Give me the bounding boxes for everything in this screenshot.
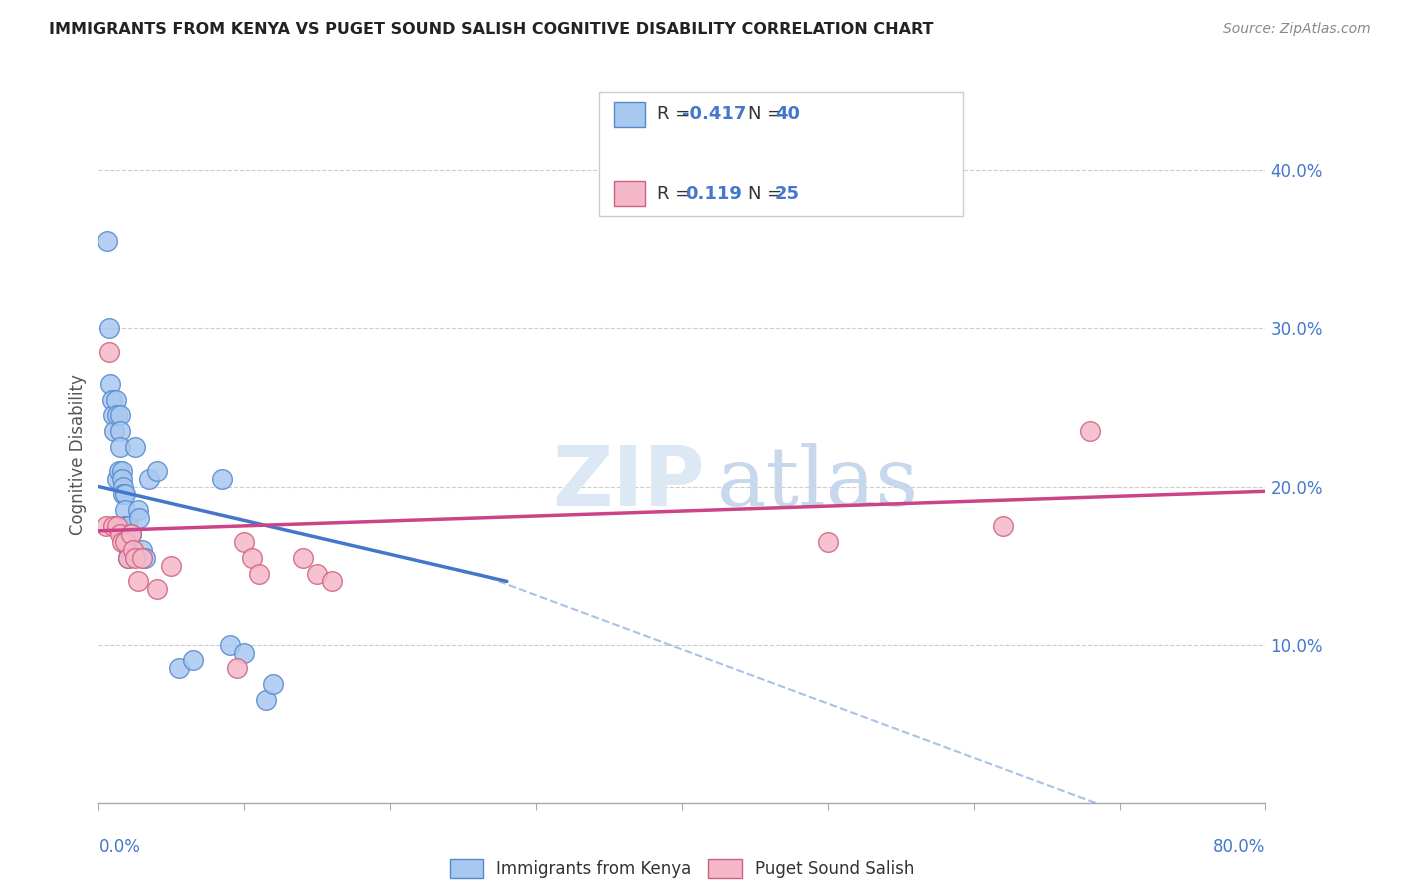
Point [124,440,146,454]
Point [105,472,128,486]
Text: 0.0%: 0.0% [98,838,141,856]
Point [110,527,132,541]
Point [226,661,249,675]
Point [97,321,120,335]
Point [100,392,122,407]
Point [124,550,146,565]
Point [114,519,136,533]
Point [233,646,256,660]
Point [110,424,132,438]
Text: IMMIGRANTS FROM KENYA VS PUGET SOUND SALISH COGNITIVE DISABILITY CORRELATION CHA: IMMIGRANTS FROM KENYA VS PUGET SOUND SAL… [49,22,934,37]
Point [146,582,169,597]
Point [146,464,169,478]
Point [118,542,141,557]
Point [101,519,124,533]
Point [211,472,233,486]
Text: N =: N = [748,185,787,202]
Point [120,527,142,541]
Text: Source: ZipAtlas.com: Source: ZipAtlas.com [1223,22,1371,37]
Point [233,534,256,549]
Point [167,661,190,675]
Point [160,558,183,573]
Point [117,519,139,533]
Point [131,542,153,557]
Point [111,472,134,486]
Point [104,392,127,407]
Point [262,677,284,691]
Point [122,542,145,557]
Text: atlas: atlas [717,442,920,523]
Legend: Immigrants from Kenya, Puget Sound Salish: Immigrants from Kenya, Puget Sound Salis… [443,853,921,885]
Point [97,345,120,359]
Point [114,534,136,549]
Text: 0.119: 0.119 [685,185,742,202]
Point [240,550,263,565]
Point [111,534,134,549]
Text: 40: 40 [775,105,800,123]
Point [120,527,142,541]
Point [114,503,136,517]
Point [247,566,270,581]
Point [1080,424,1102,438]
Point [127,574,149,589]
Text: R =: R = [657,105,696,123]
Point [98,376,121,391]
Text: ZIP: ZIP [553,442,706,524]
Point [94,519,117,533]
Point [291,550,314,565]
Point [110,440,132,454]
Point [112,479,135,493]
Text: -0.417: -0.417 [682,105,747,123]
Point [108,464,131,478]
Point [103,424,125,438]
Point [96,235,118,249]
Point [307,566,329,581]
Point [127,503,149,517]
Point [115,519,138,533]
Point [254,693,277,707]
Point [114,487,136,501]
Point [134,550,156,565]
Point [218,638,240,652]
Text: 80.0%: 80.0% [1213,838,1265,856]
Point [117,550,139,565]
Point [181,653,204,667]
Point [101,409,124,423]
Point [117,550,139,565]
Point [111,464,134,478]
Point [131,550,153,565]
Point [991,519,1014,533]
Point [105,519,128,533]
Point [115,534,138,549]
Text: 25: 25 [775,185,800,202]
Point [112,487,135,501]
Text: N =: N = [748,105,787,123]
Point [105,409,128,423]
Point [128,511,150,525]
Point [110,409,132,423]
Point [817,534,839,549]
Point [321,574,343,589]
Y-axis label: Cognitive Disability: Cognitive Disability [69,375,87,535]
Point [138,472,160,486]
Text: R =: R = [657,185,696,202]
